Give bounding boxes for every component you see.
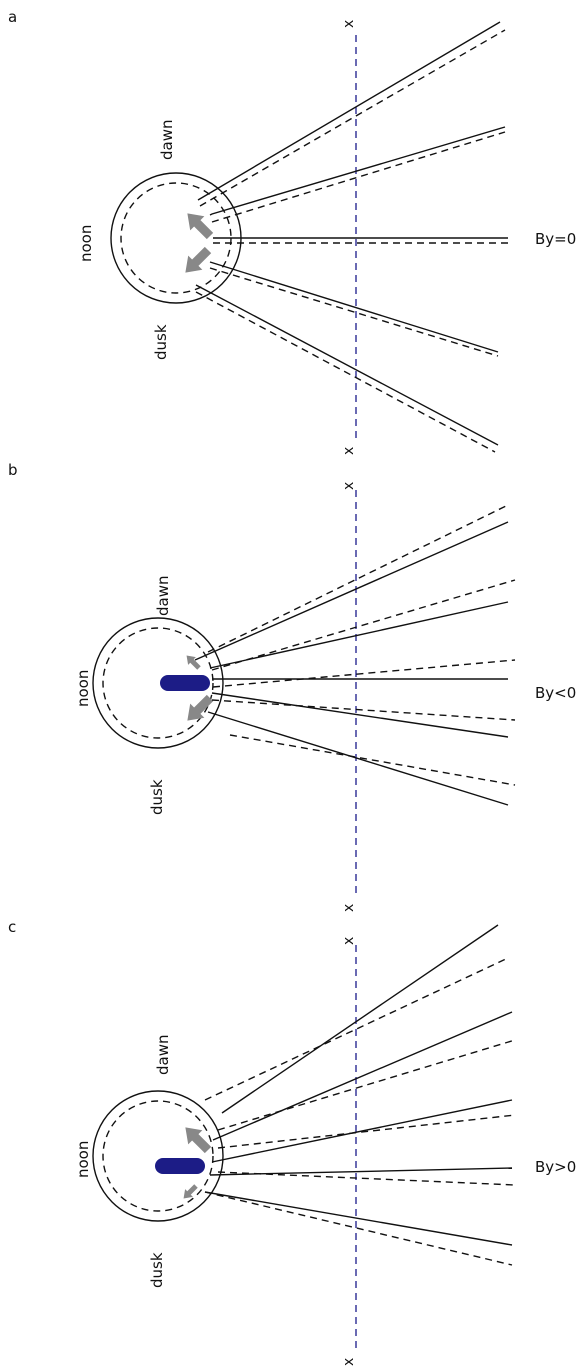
panel-c: c x x dawn noon dusk By>0 (8, 918, 576, 1366)
dawn-label-c: dawn (154, 1035, 172, 1076)
field-line-2-dashed-c (217, 1039, 516, 1131)
field-line-2-solid-a (209, 126, 506, 216)
field-line-2-dashed-b (211, 579, 516, 671)
field-line-4-dashed-a (209, 267, 499, 357)
condition-label-a: By=0 (535, 230, 576, 248)
noon-label-b: noon (74, 670, 92, 707)
noon-label-a: noon (77, 225, 95, 262)
x-marker-bottom-a: x (341, 447, 357, 455)
x-marker-bottom-c: x (341, 1358, 357, 1366)
outer-circle-c (92, 1090, 224, 1222)
field-line-4-dashed-c (217, 1171, 516, 1186)
field-line-1-solid-a (197, 21, 501, 201)
condition-label-b: By<0 (535, 684, 576, 702)
arrow-dusk-a (178, 242, 216, 280)
inner-dashed-circle-b (102, 627, 214, 739)
dawn-label-b: dawn (154, 576, 172, 617)
arrow-dawn-a (180, 206, 218, 244)
field-line-1-solid-c (221, 924, 499, 1114)
dawn-label-a: dawn (158, 120, 176, 161)
x-marker-bottom-b: x (341, 904, 357, 912)
panel-label-b: b (8, 461, 18, 479)
panel-b: b x x dawn noon dusk By<0 (8, 461, 576, 912)
arrow-dawn-b (182, 651, 203, 672)
x-marker-top-b: x (341, 482, 357, 490)
field-line-4-solid-b (211, 692, 509, 738)
dusk-label-c: dusk (148, 1252, 166, 1288)
bar-c (155, 1158, 205, 1174)
panel-label-a: a (8, 8, 17, 26)
field-line-1-dashed-a (199, 29, 506, 207)
field-line-1-solid-b (194, 521, 509, 661)
x-marker-top-c: x (341, 937, 357, 945)
condition-label-c: By>0 (535, 1158, 576, 1176)
field-line-1-dashed-b (207, 504, 509, 653)
noon-label-c: noon (74, 1141, 92, 1178)
field-line-3-dashed-c (217, 1114, 516, 1149)
field-line-5-dashed-a (195, 291, 496, 453)
field-line-4-dashed-b (211, 699, 516, 721)
field-line-2-solid-b (209, 601, 509, 669)
x-marker-top-a: x (341, 20, 357, 28)
field-line-5-dashed-b (229, 734, 516, 786)
panel-a: a x x dawn noon dusk By=0 (8, 8, 576, 455)
field-line-3-dashed-b (212, 659, 516, 688)
inner-dashed-circle-c (102, 1100, 214, 1212)
field-line-3-solid-c (211, 1099, 513, 1163)
outer-circle-b (92, 617, 224, 749)
field-line-2-solid-c (212, 1011, 513, 1141)
field-line-5-solid-b (207, 711, 509, 806)
field-line-4-solid-a (209, 261, 499, 353)
panel-label-c: c (8, 918, 16, 936)
bar-b (160, 675, 210, 691)
dusk-label-a: dusk (152, 324, 170, 360)
arrow-dusk-c (179, 1182, 200, 1203)
field-line-2-dashed-a (211, 131, 506, 223)
field-line-5-solid-a (195, 284, 499, 446)
field-line-5-dashed-c (204, 1191, 513, 1266)
dusk-label-b: dusk (148, 779, 166, 815)
field-line-5-solid-c (204, 1191, 513, 1246)
field-line-1-dashed-c (204, 957, 509, 1101)
